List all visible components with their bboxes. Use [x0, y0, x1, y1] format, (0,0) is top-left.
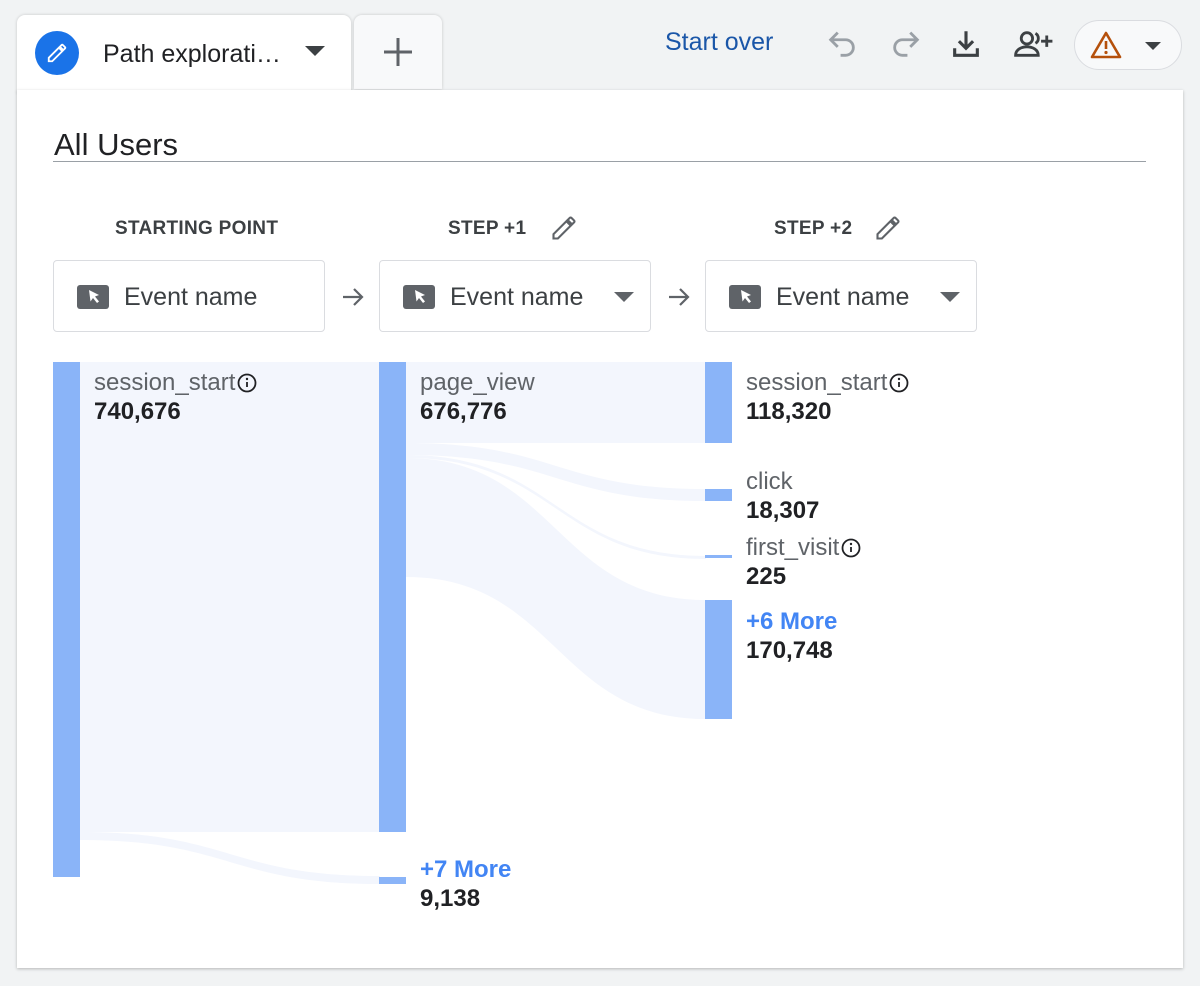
node-value: 225 [746, 563, 787, 590]
flow-link [80, 362, 380, 832]
node-value: 9,138 [420, 885, 481, 912]
node-label[interactable]: first_visit [746, 534, 861, 562]
node-label[interactable]: session_start [746, 369, 909, 397]
node-value: 676,776 [420, 398, 507, 425]
undo-icon[interactable] [822, 24, 862, 64]
node-label[interactable]: click [746, 468, 793, 496]
warning-menu-button[interactable] [1074, 20, 1182, 70]
node-bar-more-step-2 [705, 600, 732, 719]
chevron-down-icon [614, 292, 634, 302]
node-name: first_visit [746, 534, 840, 561]
share-user-icon[interactable] [1010, 24, 1058, 64]
tab-title: Path explorati… [103, 40, 281, 68]
flow-links [80, 362, 706, 884]
node-bar-page-view [379, 362, 406, 832]
info-icon[interactable] [237, 373, 257, 393]
node-bar-session-start [53, 362, 80, 877]
arrow-right-icon [343, 288, 364, 306]
plus-icon [384, 38, 412, 66]
step-1-dimension-select[interactable]: Event name [379, 260, 651, 332]
flow-link [406, 362, 706, 443]
segment-divider [53, 161, 1146, 162]
info-icon[interactable] [841, 538, 861, 558]
info-icon[interactable] [889, 373, 909, 393]
cursor-icon [403, 285, 435, 309]
segment-title: All Users [54, 127, 179, 162]
dimension-label: Event name [450, 283, 584, 311]
more-nodes-link[interactable]: +6 More [746, 608, 838, 635]
edit-step-1-pencil-icon[interactable] [550, 214, 578, 242]
flow-link [406, 458, 706, 719]
node-label[interactable]: session_start [94, 369, 257, 397]
node-name: click [746, 468, 793, 495]
add-tab-button[interactable] [354, 15, 442, 89]
download-icon[interactable] [946, 24, 986, 64]
column-heading-step-1: STEP +1 [448, 218, 527, 239]
cursor-icon [729, 285, 761, 309]
node-name: session_start [94, 369, 236, 396]
start-over-button[interactable]: Start over [665, 28, 774, 56]
node-bar-first-visit [705, 555, 732, 558]
arrow-right-icon [669, 288, 690, 306]
column-heading-starting-point: STARTING POINT [115, 218, 279, 239]
exploration-tab[interactable]: Path explorati… [17, 15, 351, 93]
chevron-down-icon [940, 292, 960, 302]
node-bars [53, 362, 732, 884]
flow-link [80, 832, 380, 884]
edit-step-2-pencil-icon[interactable] [874, 214, 902, 242]
tab-menu-chevron-down-icon[interactable] [305, 46, 325, 56]
node-bar-click [705, 489, 732, 501]
warning-icon [1090, 31, 1122, 59]
node-name: page_view [420, 369, 535, 396]
chevron-down-icon [1145, 42, 1161, 50]
node-value: 170,748 [746, 637, 833, 664]
cursor-icon [77, 285, 109, 309]
dimension-label: Event name [776, 283, 910, 311]
node-label[interactable]: page_view [420, 369, 535, 397]
node-name: session_start [746, 369, 888, 396]
flow-link [406, 455, 706, 559]
node-bar-session-start-step-2 [705, 362, 732, 443]
node-value: 18,307 [746, 497, 820, 524]
node-value: 740,676 [94, 398, 181, 425]
starting-point-dimension[interactable]: Event name [53, 260, 325, 332]
column-heading-step-2: STEP +2 [774, 218, 853, 239]
step-2-dimension-select[interactable]: Event name [705, 260, 977, 332]
pencil-icon[interactable] [35, 31, 79, 75]
node-bar-more-step-1 [379, 877, 406, 884]
flow-link [406, 443, 706, 501]
more-nodes-link[interactable]: +7 More [420, 856, 512, 883]
redo-icon[interactable] [886, 24, 926, 64]
node-value: 118,320 [746, 398, 832, 425]
dimension-label: Event name [124, 283, 258, 311]
